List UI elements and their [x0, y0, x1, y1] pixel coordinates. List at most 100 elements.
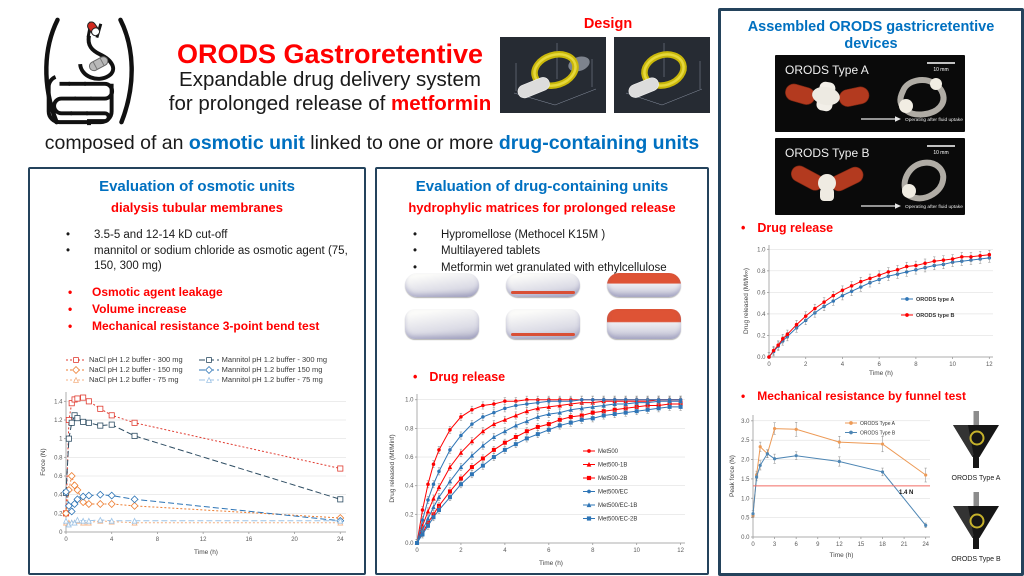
- svg-text:6: 6: [877, 362, 881, 368]
- legend-item: NaCl pH 1.2 buffer - 150 mg: [66, 365, 183, 374]
- svg-text:Time (h): Time (h): [194, 549, 218, 556]
- svg-text:2: 2: [804, 362, 808, 368]
- svg-text:0.4: 0.4: [405, 484, 414, 490]
- svg-text:0.0: 0.0: [405, 541, 414, 547]
- legend-item: NaCl pH 1.2 buffer - 300 mg: [66, 355, 183, 364]
- scale-bar-label: 10 mm: [933, 150, 948, 156]
- svg-text:1.4 N: 1.4 N: [899, 490, 913, 496]
- svg-text:18: 18: [879, 542, 886, 548]
- svg-text:1.0: 1.0: [405, 398, 414, 404]
- svg-text:Force (N): Force (N): [40, 448, 47, 475]
- photo-label: ORODS Type A: [785, 63, 869, 77]
- svg-text:4: 4: [110, 537, 114, 543]
- orods-type-b-photo: ORODS Type B 10 mm Operating after fluid…: [775, 138, 965, 215]
- svg-text:24: 24: [337, 537, 344, 543]
- svg-text:10: 10: [949, 362, 956, 368]
- subtitle-line1: Expandable drug delivery system: [179, 68, 481, 92]
- page-title: ORODS Gastroretentive: [176, 39, 484, 69]
- cad-render-2: [614, 37, 710, 113]
- title-block: ORODS Gastroretentive Expandable drug de…: [152, 40, 508, 116]
- funnel-label-b: ORODS Type B: [951, 556, 1001, 563]
- funnel-label-a: ORODS Type A: [951, 475, 1001, 482]
- svg-text:Time (h): Time (h): [830, 552, 854, 559]
- svg-text:0.0: 0.0: [757, 355, 766, 361]
- svg-text:8: 8: [591, 548, 595, 554]
- tablet-release-chart-wrap: 0.0 0.2 0.4 0.6 0.8 1.0 0 2 4 6 8 10 12 Time (h) Drug …: [387, 387, 693, 572]
- svg-text:0.2: 0.2: [54, 511, 63, 517]
- svg-text:21: 21: [901, 542, 908, 548]
- svg-text:1.0: 1.0: [741, 496, 750, 502]
- design-label: Design: [583, 16, 633, 32]
- funnel-icon: [953, 492, 999, 549]
- osmotic-units-box: Evaluation of osmotic units dialysis tub…: [28, 167, 366, 575]
- svg-text:4: 4: [841, 362, 845, 368]
- svg-text:2.0: 2.0: [741, 458, 750, 464]
- svg-text:Met500: Met500: [598, 449, 619, 455]
- svg-text:Drug released (Mt/M∞): Drug released (Mt/M∞): [743, 268, 750, 334]
- capsule-icon: [87, 21, 101, 37]
- metformin-highlight: metformin: [391, 92, 492, 116]
- orods-type-a-photo: ORODS Type A 10 mm Operating after fluid…: [775, 55, 965, 132]
- svg-text:0: 0: [767, 362, 771, 368]
- gi-tract-icon: [44, 17, 134, 126]
- svg-text:8: 8: [914, 362, 918, 368]
- funnel-icons: ORODS Type A ORODS Type B: [935, 411, 1017, 573]
- svg-text:0.8: 0.8: [757, 269, 766, 275]
- svg-text:Met500/EC-1B: Met500/EC-1B: [598, 503, 637, 509]
- svg-text:Time (h): Time (h): [539, 560, 563, 567]
- bullet-item: Mechanical resistance 3-point bend test: [66, 319, 354, 333]
- svg-text:1.2: 1.2: [54, 418, 63, 424]
- cad-render-1: [500, 37, 606, 113]
- svg-text:12: 12: [836, 542, 843, 548]
- svg-text:ORODS type A: ORODS type A: [916, 297, 954, 303]
- svg-text:6: 6: [547, 548, 551, 554]
- svg-text:1.5: 1.5: [741, 477, 750, 483]
- bullet-item: Hypromellose (Methocel K15M ): [407, 228, 697, 243]
- svg-text:24: 24: [922, 542, 929, 548]
- svg-text:9: 9: [816, 542, 820, 548]
- photo-caption: Operating after fluid uptake: [905, 117, 963, 123]
- funnel-test-chart: 0.0 0.5 1.0 1.5 2.0 2.5 3.0 0 3 6 9 12 15 18 21 24 Time …: [727, 407, 935, 564]
- svg-text:Met500/EC: Met500/EC: [598, 490, 629, 496]
- svg-text:0.6: 0.6: [54, 474, 63, 480]
- svg-text:10: 10: [633, 548, 640, 554]
- scale-bar-label: 10 mm: [933, 67, 948, 73]
- funnel-test-chart-wrap: 0.0 0.5 1.0 1.5 2.0 2.5 3.0 0 3 6 9 12 15 18 21 24 Time …: [727, 407, 935, 564]
- tablet-thin-red-layer: [505, 273, 580, 297]
- design-section: Design: [500, 16, 716, 113]
- svg-text:0.0: 0.0: [741, 535, 750, 541]
- svg-text:16: 16: [246, 537, 253, 543]
- svg-text:Met500-1B: Met500-1B: [598, 463, 627, 469]
- svg-text:0.6: 0.6: [757, 290, 766, 296]
- svg-text:0.8: 0.8: [405, 426, 414, 432]
- svg-text:6: 6: [794, 542, 798, 548]
- bullet-item: Multilayered tablets: [407, 244, 697, 259]
- svg-text:15: 15: [858, 542, 865, 548]
- svg-text:Met500-2B: Met500-2B: [598, 476, 627, 482]
- right-panel-title: Assembled ORODS gastricretentive devices: [747, 19, 995, 52]
- svg-text:3.0: 3.0: [741, 419, 750, 425]
- device-in-stomach-icon: [88, 56, 109, 72]
- drug-units-box: Evaluation of drug-containing units hydr…: [375, 167, 709, 575]
- osmotic-box-title: Evaluation of osmotic units: [99, 178, 295, 195]
- svg-text:Drug released (Mt/Minf): Drug released (Mt/Minf): [389, 434, 396, 502]
- svg-text:0.2: 0.2: [405, 512, 414, 518]
- tablet-red-top-layer: [606, 273, 681, 297]
- drug-release-heading: Drug release: [413, 370, 505, 384]
- svg-text:0.4: 0.4: [54, 493, 63, 499]
- bullet-item: 3.5-5 and 12-14 kD cut-off: [60, 228, 354, 243]
- tablet-thin-red-layer: [505, 309, 580, 339]
- svg-text:0: 0: [751, 542, 755, 548]
- osmotic-chart-legend: NaCl pH 1.2 buffer - 300 mg Mannitol pH 1…: [38, 355, 358, 384]
- svg-text:ORODS Type A: ORODS Type A: [860, 421, 896, 427]
- bullet-item: Volume increase: [66, 302, 354, 316]
- osmotic-bullets: 3.5-5 and 12-14 kD cut-off mannitol or s…: [30, 228, 364, 273]
- svg-text:0.5: 0.5: [741, 516, 750, 522]
- osmotic-force-chart-wrap: NaCl pH 1.2 buffer - 300 mg Mannitol pH 1…: [38, 355, 358, 561]
- funnel-icon: [953, 411, 999, 468]
- svg-text:1.0: 1.0: [757, 247, 766, 253]
- bullet-item: mannitol or sodium chloride as osmotic a…: [60, 244, 354, 273]
- svg-text:0.6: 0.6: [405, 455, 414, 461]
- svg-text:8: 8: [156, 537, 160, 543]
